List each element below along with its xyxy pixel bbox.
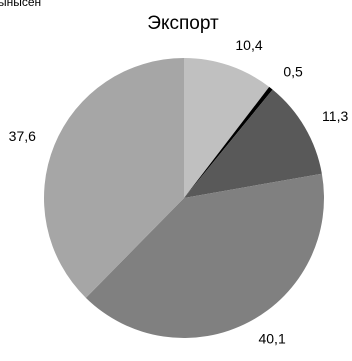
data-label: 11,3 — [322, 108, 348, 124]
chart-title: Экспорт — [147, 13, 219, 34]
pie-slice — [184, 89, 322, 198]
pie-slice — [184, 86, 273, 198]
data-label: 0,5 — [283, 63, 303, 79]
pie-slice — [184, 58, 270, 198]
data-label: 40,1 — [258, 330, 285, 346]
pie-slice — [85, 173, 324, 338]
data-label: 37,6 — [9, 128, 36, 144]
corner-text: ынысен — [0, 0, 41, 9]
data-label: 10,4 — [235, 37, 262, 53]
pie-slice — [44, 58, 185, 298]
